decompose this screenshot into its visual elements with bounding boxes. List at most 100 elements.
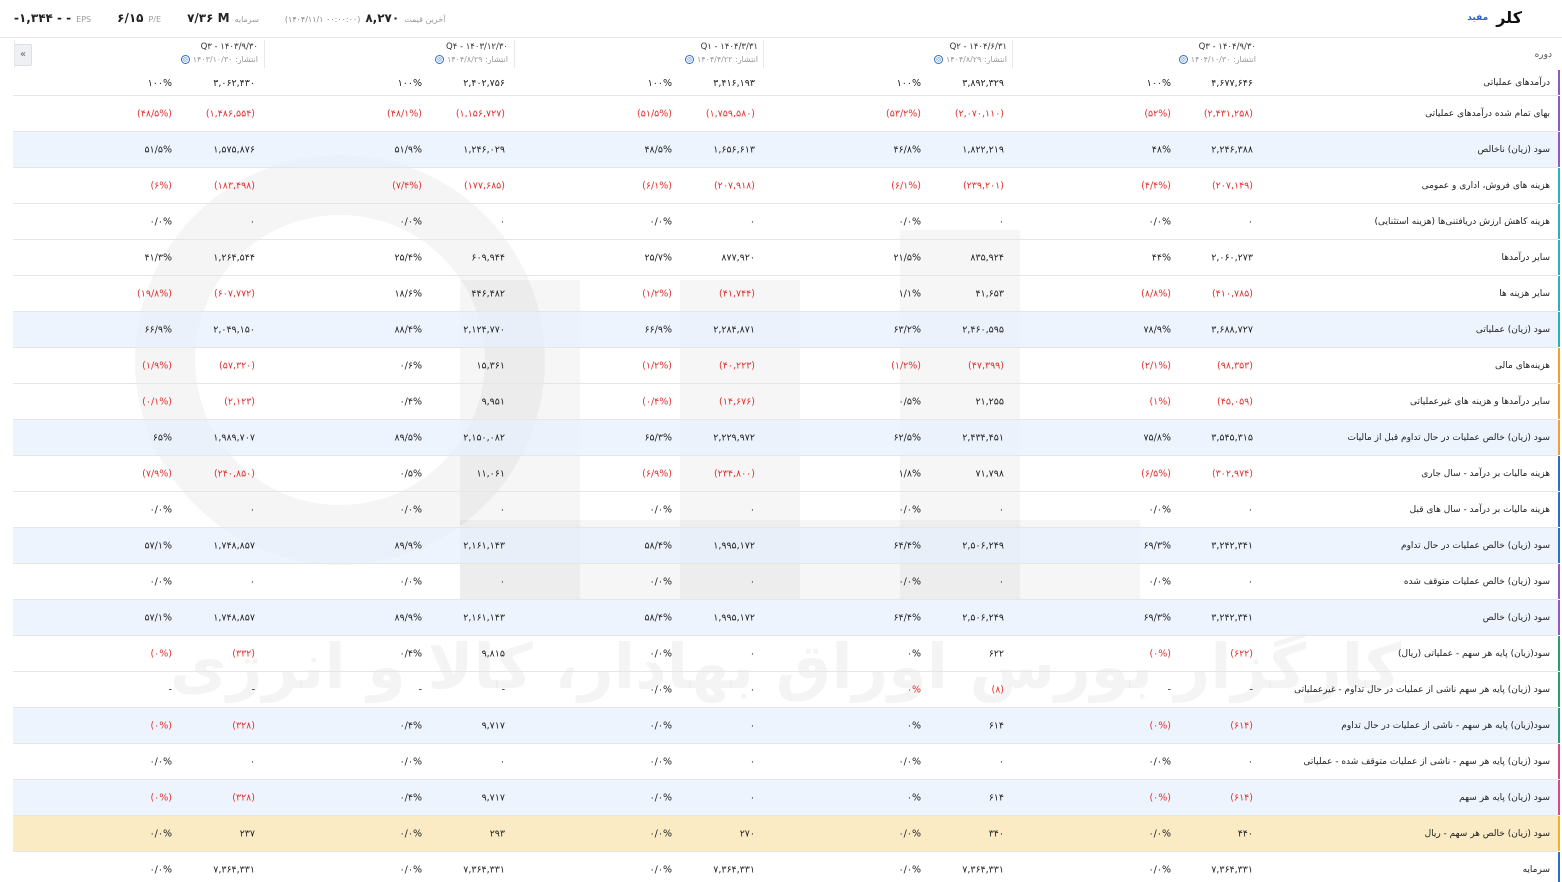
row-percent: ۰/۰%	[399, 864, 422, 875]
row-value: ۴۴۰	[1237, 828, 1253, 839]
row-percent: (۰/۱%)	[142, 396, 172, 407]
table-row[interactable]: هزینه مالیات بر درآمد - سال های قبل ۰ ۰/۰%…	[13, 492, 1560, 528]
row-percent: (۶/۵%)	[1141, 468, 1171, 479]
table-row[interactable]: سود (زیان) پایه هر سهم - ناشی از عملیات …	[13, 744, 1560, 780]
row-category-bar	[1558, 636, 1560, 671]
quarter-title: Q۳ - ۱۴۰۴/۹/۳۰	[1198, 42, 1256, 52]
row-label: سود (زیان) پایه هر سهم ناشی از عملیات در…	[1294, 684, 1550, 695]
row-percent: (۱۹/۸%)	[137, 288, 172, 299]
quarter-header[interactable]: Q۲ - ۱۴۰۴/۶/۳۱ انتشار: ۱۴۰۴/۸/۲۹ ◎	[763, 40, 1013, 68]
row-percent: ۶۶/۹%	[144, 324, 172, 335]
row-value: ۴۴۶,۴۸۲	[471, 288, 505, 299]
row-value: ۲,۵۰۶,۲۴۹	[962, 612, 1004, 623]
table-row[interactable]: سود (زیان) خالص هر سهم - ریال ۴۴۰ ۰/۰% ۳۴۰ ۰…	[13, 816, 1560, 852]
row-category-bar	[1558, 132, 1560, 167]
row-value: ۲,۴۶۰,۵۹۵	[962, 324, 1004, 335]
symbol-name: کلر	[1496, 8, 1522, 27]
row-percent: ۸۹/۵%	[394, 432, 422, 443]
table-row[interactable]: سایر درآمدها و هزینه های غیرعملیاتی (۴۵,۰…	[13, 384, 1560, 420]
table-row[interactable]: سود (زیان) ناخالص ۲,۲۴۶,۳۸۸ ۴۸% ۱,۸۲۲,۲۱۹ ۴۶…	[13, 132, 1560, 168]
table-row[interactable]: سود(زیان) پایه هر سهم - عملیاتی (ریال) (۶…	[13, 636, 1560, 672]
row-percent: ۰/۰%	[649, 648, 672, 659]
table-row[interactable]: سود (زیان) عملیاتی ۳,۶۸۸,۷۲۷ ۷۸/۹% ۲,۴۶۰,۵۹…	[13, 312, 1560, 348]
table-row[interactable]: سرمایه ۷,۳۶۴,۳۳۱ ۰/۰% ۷,۳۶۴,۳۳۱ ۰/۰% ۷,۳۶۴,۳۳…	[13, 852, 1560, 882]
report-link-icon[interactable]: ◎	[1178, 55, 1188, 64]
row-category-bar	[1558, 348, 1560, 383]
row-value: ۱۱,۰۶۱	[476, 468, 505, 479]
row-percent: ۰/۰%	[649, 216, 672, 227]
row-percent: ۰/۰%	[1148, 216, 1171, 227]
row-percent: ۱۰۰%	[896, 78, 921, 89]
row-value: ۲۳۷	[239, 828, 255, 839]
table-row[interactable]: سایر درآمدها ۲,۰۶۰,۲۷۳ ۴۴% ۸۳۵,۹۲۴ ۲۱/۵% ۸۷۷,…	[13, 240, 1560, 276]
row-value: ۰	[749, 684, 755, 695]
table-row[interactable]: سود (زیان) خالص عملیات متوقف شده ۰ ۰/۰% ۰ ۰/…	[13, 564, 1560, 600]
table-row[interactable]: سود (زیان) خالص ۳,۲۴۲,۳۴۱ ۶۹/۳% ۲,۵۰۶,۲۴۹ ۶۴…	[13, 600, 1560, 636]
table-row[interactable]: سود (زیان) پایه هر سهم (۶۱۴) (۰%) ۶۱۴ ۰% ۰ ۰/۰…	[13, 780, 1560, 816]
quarter-header[interactable]: Q۱ - ۱۴۰۴/۳/۳۱ انتشار: ۱۴۰۴/۴/۲۲ ◎	[514, 40, 764, 68]
row-label: سود (زیان) خالص هر سهم - ریال	[1424, 828, 1550, 839]
row-value: (۱,۷۵۹,۵۸۰)	[705, 108, 755, 119]
table-row[interactable]: درآمدهای عملیاتی ۴,۶۷۷,۶۴۶ ۱۰۰% ۳,۸۹۲,۳۲۹ ۱۰…	[13, 70, 1560, 96]
quarter-published-date: انتشار: ۱۴۰۴/۴/۲۲	[696, 55, 758, 64]
table-row[interactable]: سود (زیان) پایه هر سهم ناشی از عملیات در…	[13, 672, 1560, 708]
row-percent: (۵۲%)	[1144, 108, 1171, 119]
quarter-published-date: انتشار: ۱۴۰۴/۱۰/۳۰	[1190, 55, 1256, 64]
row-value: ۲,۲۲۹,۹۷۲	[713, 432, 755, 443]
quarter-header[interactable]: Q۳ - ۱۴۰۳/۹/۳۰ انتشار: ۱۴۰۳/۱۰/۳۰ ◎	[14, 40, 264, 68]
row-value: ۲,۴۰۲,۷۵۶	[463, 78, 505, 89]
row-percent: ۴۸%	[1151, 144, 1171, 155]
row-value: (۳۲۸)	[232, 792, 255, 803]
quarter-header[interactable]: Q۳ - ۱۴۰۴/۹/۳۰ انتشار: ۱۴۰۴/۱۰/۳۰ ◎	[1012, 40, 1262, 68]
table-row[interactable]: بهای تمام شده درآمدهای عملیاتی (۲,۴۳۱,۲۵۸…	[13, 96, 1560, 132]
quarter-published: انتشار: ۱۴۰۴/۸/۲۹ ◎	[434, 55, 508, 64]
table-row[interactable]: سود (زیان) خالص عملیات در حال تداوم قبل …	[13, 420, 1560, 456]
report-link-icon[interactable]: ◎	[933, 55, 943, 64]
row-percent: ۱۰۰%	[1146, 78, 1171, 89]
row-value: ۰	[249, 576, 255, 587]
table-row[interactable]: سود(زیان) پایه هر سهم - ناشی از عملیات د…	[13, 708, 1560, 744]
row-value: ۰	[749, 648, 755, 659]
row-category-bar	[1558, 708, 1560, 743]
row-percent: ۰%	[906, 684, 921, 695]
report-link-icon[interactable]: ◎	[434, 55, 444, 64]
row-percent: ۰/۰%	[898, 864, 921, 875]
row-percent: ۰/۰%	[149, 864, 172, 875]
row-value: ۶۲۲	[988, 648, 1004, 659]
expand-columns-button[interactable]: «	[14, 44, 32, 66]
row-percent: ۰/۰%	[649, 756, 672, 767]
row-category-bar	[1558, 96, 1560, 131]
row-percent: ۵۸/۴%	[644, 612, 672, 623]
row-value: ۹,۷۱۷	[481, 792, 505, 803]
report-link-icon[interactable]: ◎	[180, 55, 190, 64]
table-row[interactable]: سایر هزینه ها (۴۱۰,۷۸۵) (۸/۸%) ۴۱,۶۵۳ ۱/۱% (۴…	[13, 276, 1560, 312]
row-value: -	[501, 684, 505, 695]
table-row[interactable]: هزینه‌های مالی (۹۸,۳۵۳) (۲/۱%) (۴۷,۳۹۹) (۱/۲…	[13, 348, 1560, 384]
row-percent: ۵۷/۱%	[144, 612, 172, 623]
row-percent: (۰%)	[150, 720, 172, 731]
row-value: ۰	[998, 504, 1004, 515]
row-percent: ۰/۰%	[649, 720, 672, 731]
table-row[interactable]: هزینه مالیات بر درآمد - سال جاری (۳۰۲,۹۷۴…	[13, 456, 1560, 492]
table-row[interactable]: هزینه کاهش ارزش دریافتنی‌ها (هزینه استثن…	[13, 204, 1560, 240]
report-link-icon[interactable]: ◎	[684, 55, 694, 64]
row-value: ۰	[749, 504, 755, 515]
row-percent: ۱/۸%	[898, 468, 921, 479]
row-value: ۱,۷۴۸,۸۵۷	[213, 540, 255, 551]
table-row[interactable]: سود (زیان) خالص عملیات در حال تداوم ۳,۲۴۲…	[13, 528, 1560, 564]
table-row[interactable]: هزینه های فروش، اداری و عمومی (۲۰۷,۱۴۹) (۴…	[13, 168, 1560, 204]
row-percent: ۰/۴%	[399, 720, 422, 731]
row-percent: (۱%)	[1149, 396, 1171, 407]
row-value: ۰	[749, 756, 755, 767]
row-value: ۱,۶۵۶,۶۱۳	[713, 144, 755, 155]
row-value: ۲,۰۴۹,۱۵۰	[213, 324, 255, 335]
row-percent: ۰/۰%	[649, 576, 672, 587]
row-percent: (۰%)	[150, 792, 172, 803]
row-value: (۴۱۰,۷۸۵)	[1211, 288, 1253, 299]
row-value: ۰	[1247, 576, 1253, 587]
row-percent: ۱۰۰%	[397, 78, 422, 89]
row-label: درآمدهای عملیاتی	[1483, 77, 1550, 88]
row-percent: ۰/۰%	[149, 756, 172, 767]
row-percent: ۶۹/۳%	[1143, 612, 1171, 623]
quarter-header[interactable]: Q۴ - ۱۴۰۳/۱۲/۳۰ انتشار: ۱۴۰۴/۸/۲۹ ◎	[264, 40, 514, 68]
